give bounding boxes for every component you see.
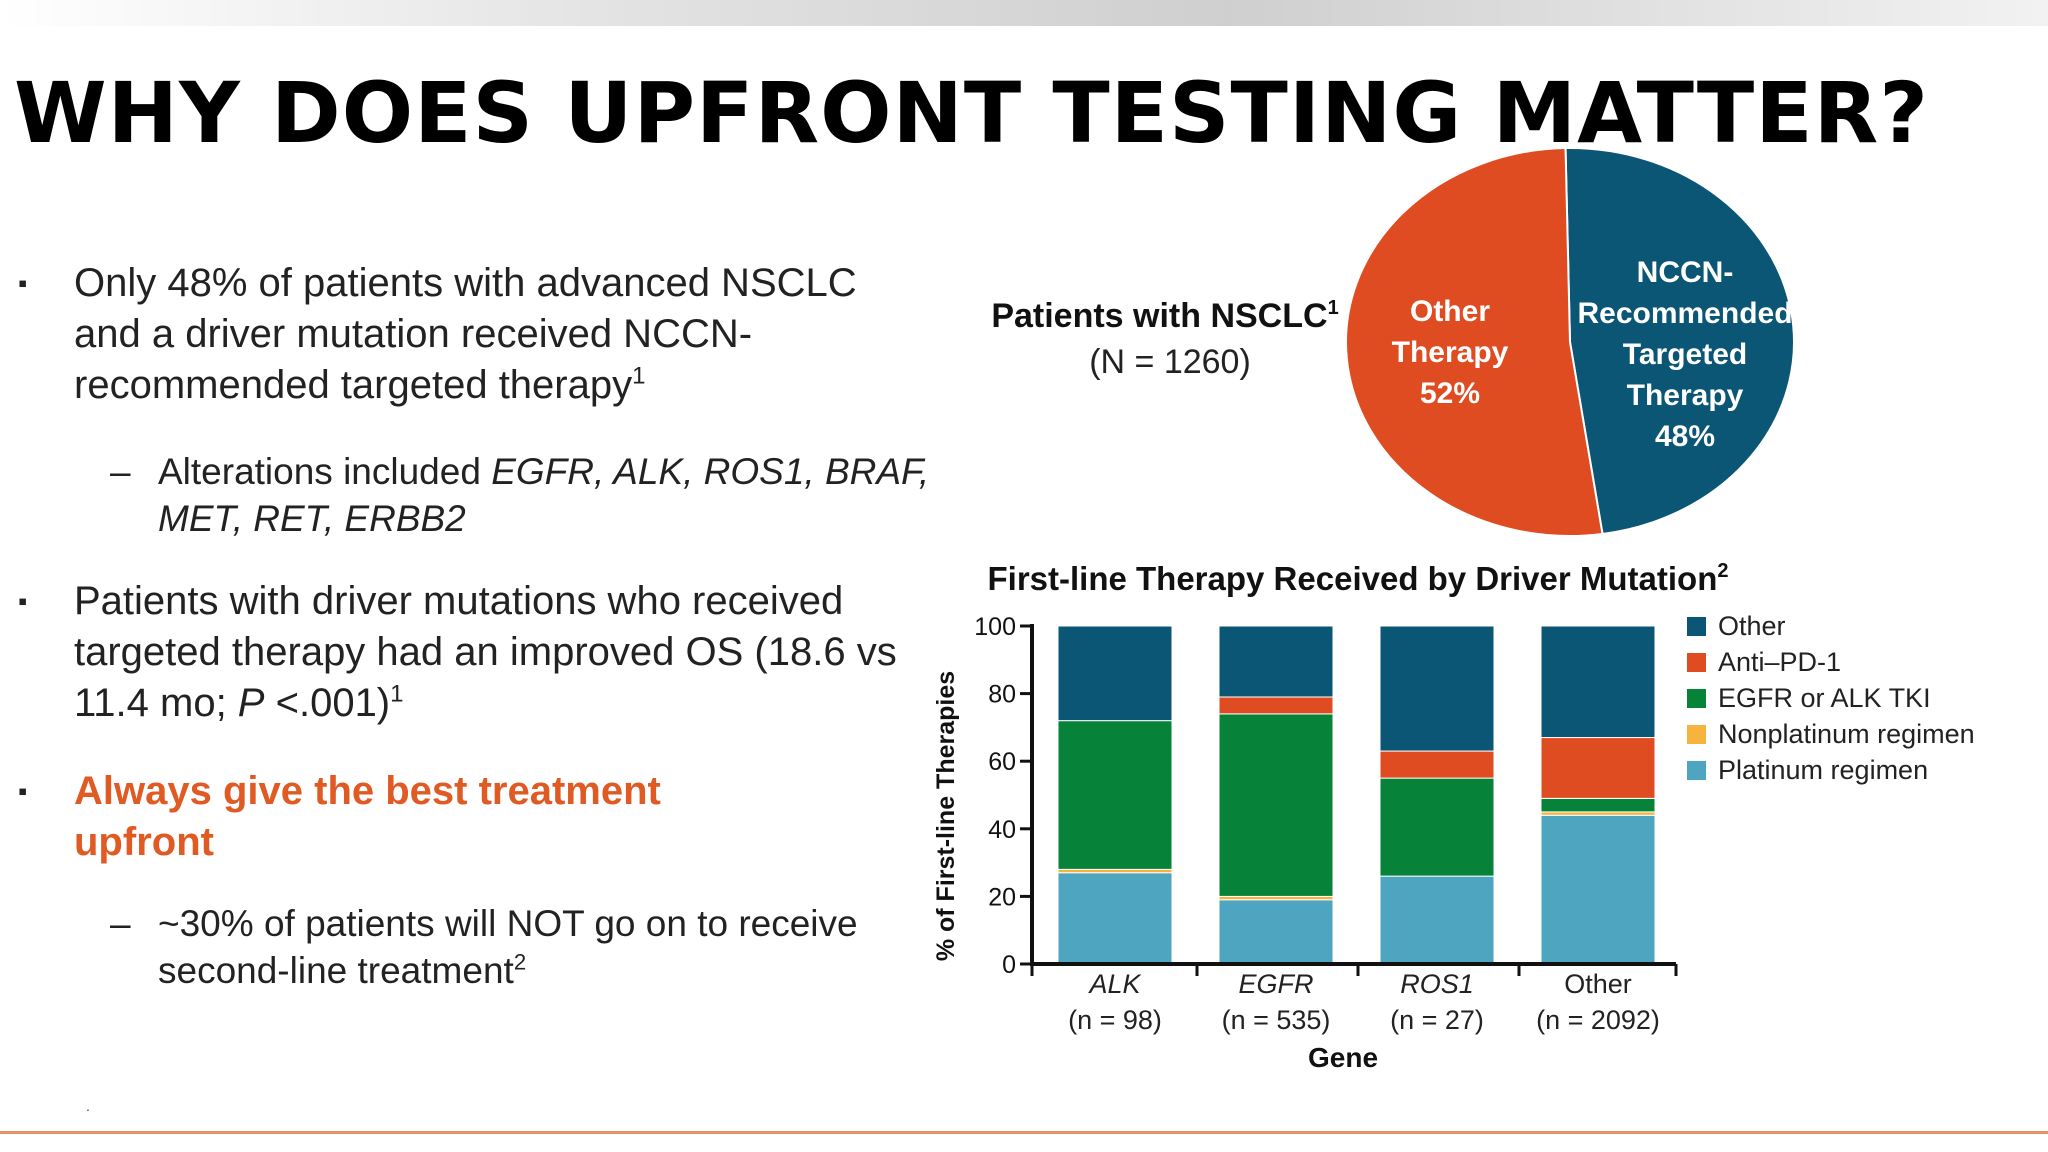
legend-swatch (1687, 725, 1706, 744)
x-tick-label: ALK (1087, 969, 1141, 999)
bar-segment (1540, 814, 1656, 965)
pie-slice-label: 48% (1655, 420, 1715, 453)
pie-slice-label: Therapy (1627, 379, 1744, 412)
x-tick-label: Other (1564, 969, 1632, 999)
legend-swatch (1687, 653, 1706, 672)
pie-slice-label: Therapy (1392, 336, 1509, 369)
bullet-2-ref: 1 (390, 680, 404, 708)
bar-segment (1057, 872, 1173, 965)
legend-swatch (1687, 689, 1706, 708)
bar-segment (1379, 625, 1495, 752)
legend-label: Other (1718, 611, 1786, 641)
bullet-1-sub-prefix: Alterations included (158, 451, 492, 492)
bar-segment (1379, 750, 1495, 779)
x-tick-count: (n = 535) (1222, 1005, 1331, 1035)
pie-slice-0 (1564, 147, 1795, 536)
bullet-marker: ▪ (18, 268, 28, 298)
pie-title: Patients with NSCLC1 (991, 297, 1338, 335)
legend-label: Anti–PD-1 (1718, 647, 1841, 677)
pie-slice-1 (1344, 147, 1604, 537)
dash-marker: – (110, 451, 131, 492)
pie-slice-label: 52% (1420, 377, 1480, 410)
bar-segment (1218, 625, 1334, 698)
legend-label: Platinum regimen (1718, 755, 1928, 785)
bar-segment (1540, 625, 1656, 739)
bullet-1-text: Only 48% of patients with advanced NSCLC… (74, 261, 857, 407)
y-tick-label: 100 (974, 613, 1016, 641)
pie-slice-label: Other (1410, 295, 1490, 328)
bullet-2-p: P (237, 681, 265, 725)
slide-title: WHY DOES UPFRONT TESTING MATTER? (14, 64, 1929, 162)
bullet-marker: ▪ (18, 776, 28, 806)
bar-segment (1218, 895, 1334, 901)
bar-segment (1057, 868, 1173, 874)
y-tick-label: 0 (1002, 951, 1016, 979)
legend-swatch (1687, 617, 1706, 636)
legend-label: Nonplatinum regimen (1718, 719, 1975, 749)
bar-segment (1540, 797, 1656, 813)
y-tick-label: 80 (988, 681, 1016, 709)
x-tick-label: ROS1 (1400, 969, 1474, 999)
pie-subtitle: (N = 1260) (1089, 343, 1251, 381)
y-tick-label: 40 (988, 816, 1016, 844)
legend-swatch (1687, 761, 1706, 780)
bar-segment (1218, 899, 1334, 965)
bar-segment (1218, 713, 1334, 897)
bar-chart-title: First-line Therapy Received by Driver Mu… (988, 560, 1729, 597)
bar-segment (1218, 696, 1334, 715)
footer-dot: . (86, 1098, 90, 1114)
bottom-rule (0, 1131, 2048, 1134)
y-tick-label: 60 (988, 748, 1016, 776)
bullet-3-sub-text: ~30% of patients will NOT go on to recei… (158, 903, 858, 991)
pie-slice-label: Targeted (1623, 338, 1747, 371)
bar-segment (1379, 777, 1495, 877)
bullet-2-text-a: Patients with driver mutations who recei… (74, 579, 897, 725)
bar-segment (1540, 811, 1656, 816)
y-tick-label: 20 (988, 883, 1016, 911)
x-axis-label: Gene (1308, 1042, 1378, 1073)
bar-segment (1379, 875, 1495, 965)
bullet-3-text: Always give the best treatment upfront (74, 769, 661, 864)
x-tick-count: (n = 27) (1390, 1005, 1484, 1035)
bullet-1-sub-genes: EGFR, ALK, ROS1, BRAF, MET, RET, ERBB2 (158, 451, 930, 539)
dash-marker: – (110, 903, 131, 944)
top-decorative-bar (0, 0, 2048, 26)
bar-segment (1540, 737, 1656, 799)
pie-slice-label: Recommended (1577, 297, 1792, 330)
legend-label: EGFR or ALK TKI (1718, 683, 1931, 713)
bullet-2-text-b: <.001) (264, 681, 391, 725)
pie-slice-label: NCCN- (1637, 256, 1734, 289)
x-tick-count: (n = 98) (1068, 1005, 1162, 1035)
bullet-1-ref: 1 (632, 362, 646, 390)
x-tick-label: EGFR (1238, 969, 1313, 999)
x-tick-count: (n = 2092) (1536, 1005, 1660, 1035)
bar-segment (1057, 625, 1173, 722)
bullet-marker: ▪ (18, 586, 28, 616)
bullet-3-sub-ref: 2 (513, 949, 527, 975)
bar-segment (1057, 720, 1173, 870)
